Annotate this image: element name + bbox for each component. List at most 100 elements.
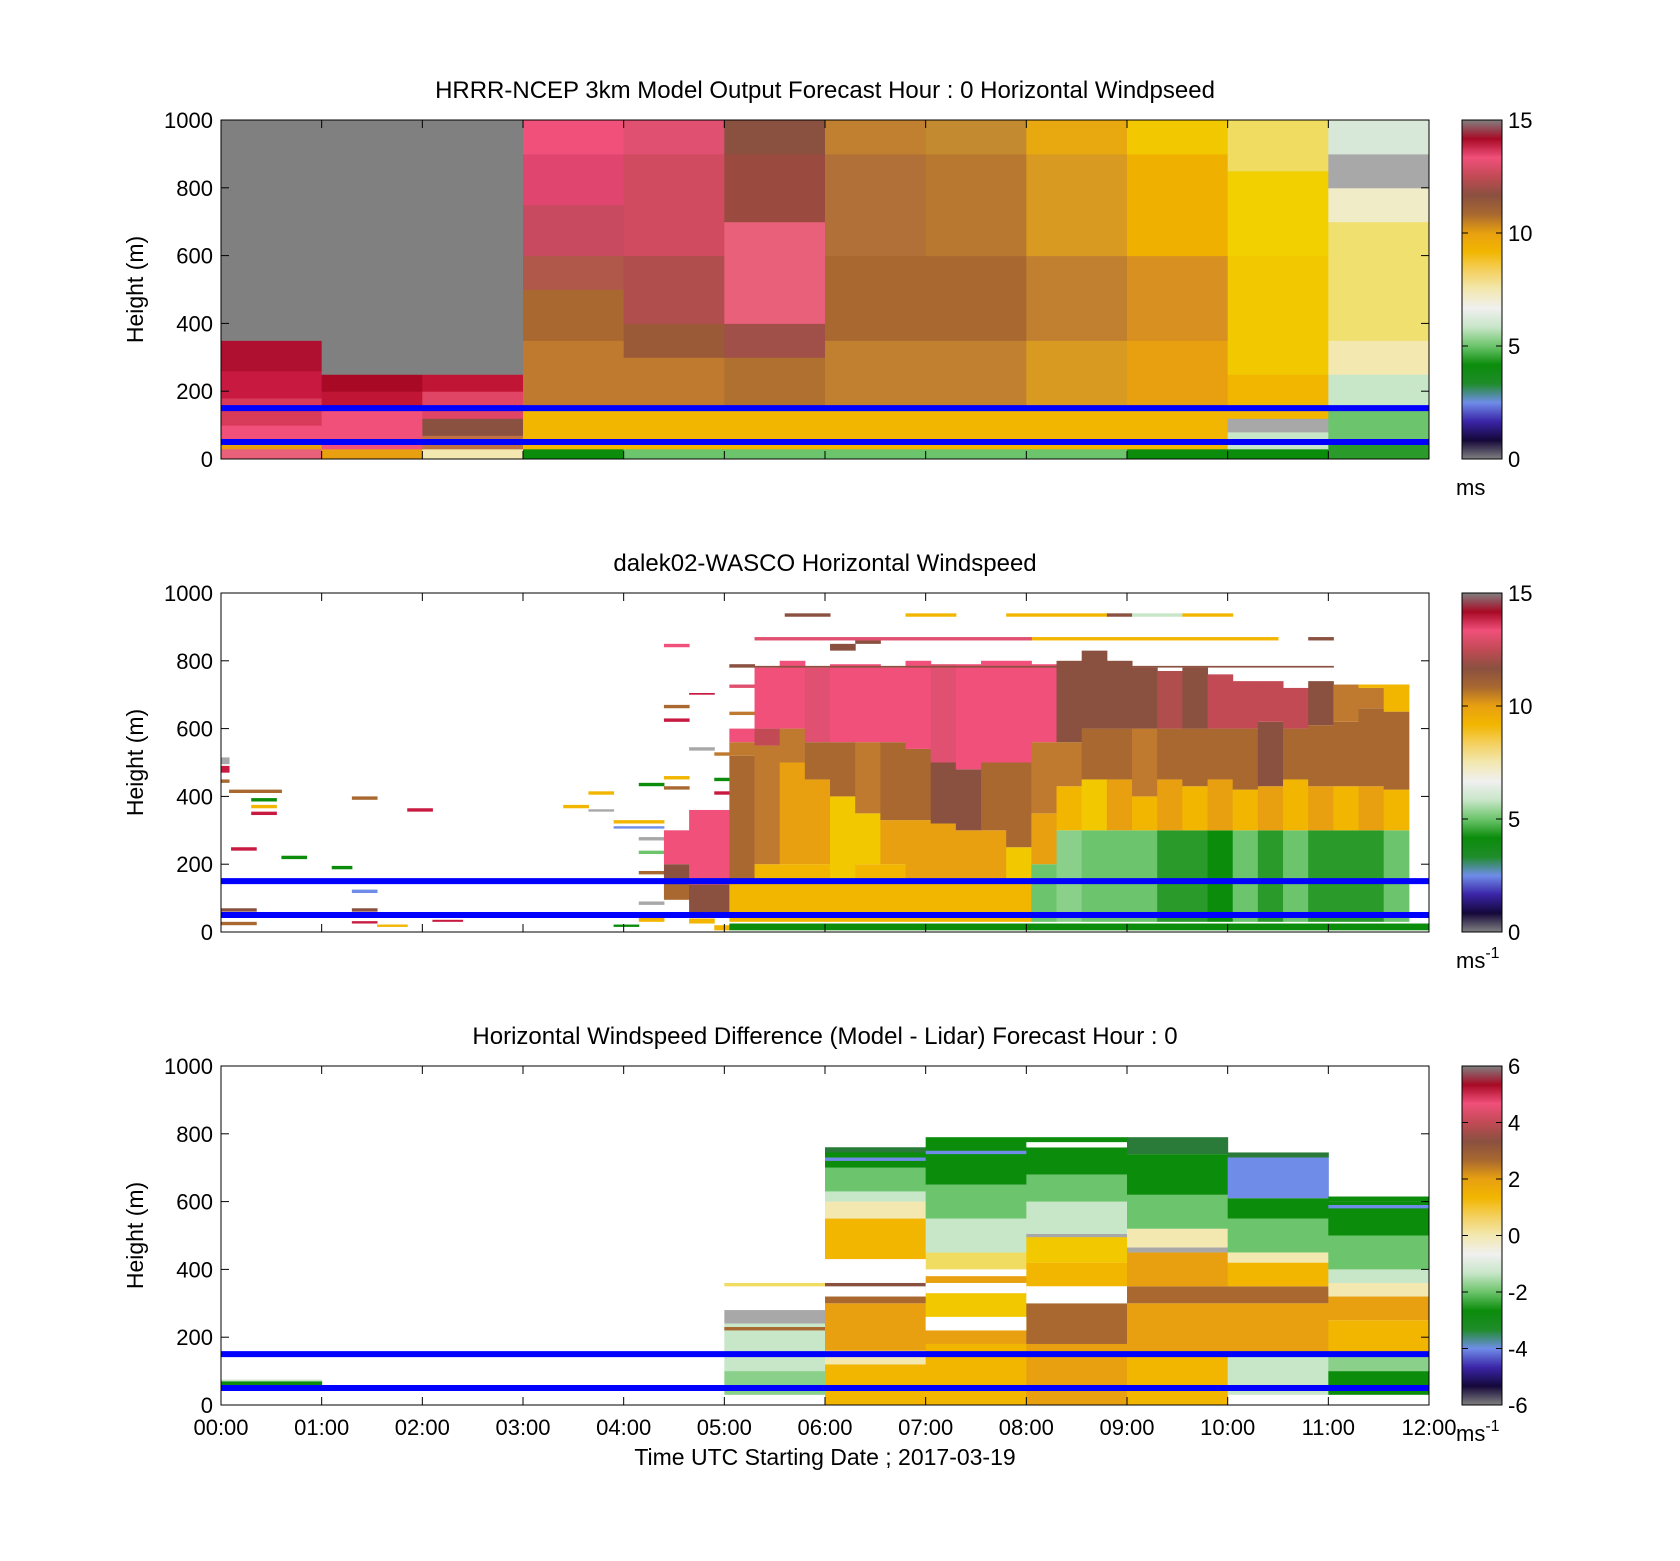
heatmap-cell bbox=[1232, 681, 1259, 729]
heatmap-cell bbox=[1157, 779, 1183, 831]
x-tick-label: 12:00 bbox=[1401, 1415, 1456, 1440]
heatmap-cell bbox=[1132, 613, 1183, 617]
heatmap-cell bbox=[623, 357, 725, 409]
heatmap-cell bbox=[1328, 221, 1429, 341]
heatmap-cell bbox=[321, 408, 423, 433]
heatmap-cell bbox=[1026, 1201, 1128, 1234]
x-tick-label: 02:00 bbox=[395, 1415, 450, 1440]
y-tick-label: 200 bbox=[176, 1325, 213, 1350]
plot-area bbox=[221, 120, 1429, 459]
y-axis-label: Height (m) bbox=[122, 1182, 148, 1289]
heatmap-cell bbox=[1026, 1174, 1128, 1202]
heatmap-cell bbox=[981, 762, 1007, 831]
heatmap-cell bbox=[825, 1364, 927, 1405]
heatmap-cell bbox=[623, 153, 725, 257]
y-axis-label: Height (m) bbox=[122, 709, 148, 816]
heatmap-cell bbox=[1207, 674, 1234, 729]
heatmap-cell bbox=[1127, 1303, 1229, 1355]
heatmap-cell bbox=[588, 791, 615, 795]
heatmap-cell bbox=[724, 323, 826, 358]
heatmap-cell bbox=[689, 884, 730, 916]
heatmap-cell bbox=[1127, 1247, 1229, 1253]
heatmap-cell bbox=[754, 923, 1429, 931]
heatmap-cell bbox=[1031, 742, 1058, 814]
heatmap-cell bbox=[1232, 789, 1259, 831]
heatmap-cell bbox=[422, 418, 524, 436]
y-tick-label: 800 bbox=[176, 176, 213, 201]
heatmap-cell bbox=[714, 925, 730, 931]
heatmap-cell bbox=[1106, 613, 1133, 617]
heatmap-cell bbox=[1026, 120, 1128, 155]
heatmap-cell bbox=[729, 742, 756, 756]
heatmap-cell bbox=[689, 693, 715, 695]
heatmap-cell bbox=[754, 667, 781, 729]
colorbar-tick-label: -4 bbox=[1508, 1337, 1528, 1362]
heatmap-cell bbox=[930, 664, 957, 763]
y-tick-label: 0 bbox=[201, 920, 213, 945]
heatmap-cell bbox=[377, 924, 408, 927]
heatmap-cell bbox=[1328, 1282, 1429, 1297]
heatmap-cell bbox=[221, 1379, 323, 1382]
heatmap-cell bbox=[1227, 1303, 1329, 1355]
heatmap-cell bbox=[1328, 374, 1429, 409]
heatmap-cell bbox=[1026, 1137, 1128, 1143]
heatmap-cell bbox=[1207, 728, 1234, 780]
heatmap-cell bbox=[905, 660, 932, 749]
x-tick-label: 05:00 bbox=[697, 1415, 752, 1440]
heatmap-cell bbox=[1157, 670, 1183, 729]
heatmap-cell bbox=[1383, 684, 1410, 712]
heatmap-cell bbox=[825, 1147, 927, 1153]
heatmap-cell bbox=[724, 120, 826, 155]
heatmap-cell bbox=[1006, 762, 1032, 848]
heatmap-cell bbox=[724, 1282, 826, 1287]
heatmap-cell bbox=[1006, 847, 1032, 882]
heatmap-cell bbox=[1328, 187, 1429, 223]
heatmap-cell bbox=[855, 640, 881, 644]
heatmap-cell bbox=[1026, 448, 1128, 459]
x-tick-label: 09:00 bbox=[1099, 1415, 1154, 1440]
heatmap-cell bbox=[729, 728, 756, 743]
x-tick-label: 08:00 bbox=[999, 1415, 1054, 1440]
heatmap-cell bbox=[825, 1157, 927, 1161]
heatmap-cell bbox=[1358, 684, 1410, 688]
heatmap-cell bbox=[1026, 1233, 1128, 1238]
heatmap-cell bbox=[1308, 786, 1334, 831]
heatmap-cell bbox=[638, 850, 665, 855]
heatmap-cell bbox=[1081, 830, 1108, 922]
heatmap-cell bbox=[825, 1282, 927, 1287]
heatmap-cell bbox=[231, 847, 257, 851]
colorbar-unit-base: ms bbox=[1456, 948, 1485, 973]
heatmap-cell bbox=[1333, 830, 1360, 922]
heatmap-cell bbox=[830, 796, 856, 882]
y-tick-label: 600 bbox=[176, 1190, 213, 1215]
y-tick-label: 400 bbox=[176, 1257, 213, 1282]
heatmap-cell bbox=[729, 665, 1334, 668]
heatmap-gap bbox=[825, 1259, 926, 1277]
colorbar-tick-label: 2 bbox=[1508, 1167, 1520, 1192]
heatmap-cell bbox=[925, 1184, 1027, 1219]
heatmap-cell bbox=[251, 804, 277, 809]
heatmap-cell bbox=[1227, 448, 1329, 459]
heatmap-cell bbox=[623, 323, 725, 358]
colorbar-tick-label: 10 bbox=[1508, 694, 1532, 719]
heatmap-cell bbox=[955, 830, 982, 882]
heatmap-cell bbox=[1127, 153, 1229, 257]
heatmap-cell bbox=[663, 704, 690, 709]
heatmap-cell bbox=[1031, 664, 1058, 743]
heatmap-cell bbox=[1333, 721, 1360, 787]
heatmap-cell bbox=[523, 289, 625, 341]
heatmap-cell bbox=[754, 728, 781, 746]
heatmap-cell bbox=[1328, 1196, 1429, 1202]
colorbar-tick-label: 6 bbox=[1508, 1054, 1520, 1079]
panel-title: dalek02-WASCO Horizontal Windspeed bbox=[613, 550, 1036, 577]
heatmap-cell bbox=[613, 826, 665, 829]
heatmap-cell bbox=[221, 765, 230, 773]
heatmap-cell bbox=[321, 391, 423, 409]
heatmap-cell bbox=[351, 908, 378, 912]
panel-3: Horizontal Windspeed Difference (Model -… bbox=[122, 1023, 1528, 1470]
heatmap-cell bbox=[432, 919, 464, 922]
heatmap-cell bbox=[1383, 711, 1410, 790]
heatmap-cell bbox=[1227, 170, 1329, 257]
heatmap-cell bbox=[1026, 153, 1128, 257]
